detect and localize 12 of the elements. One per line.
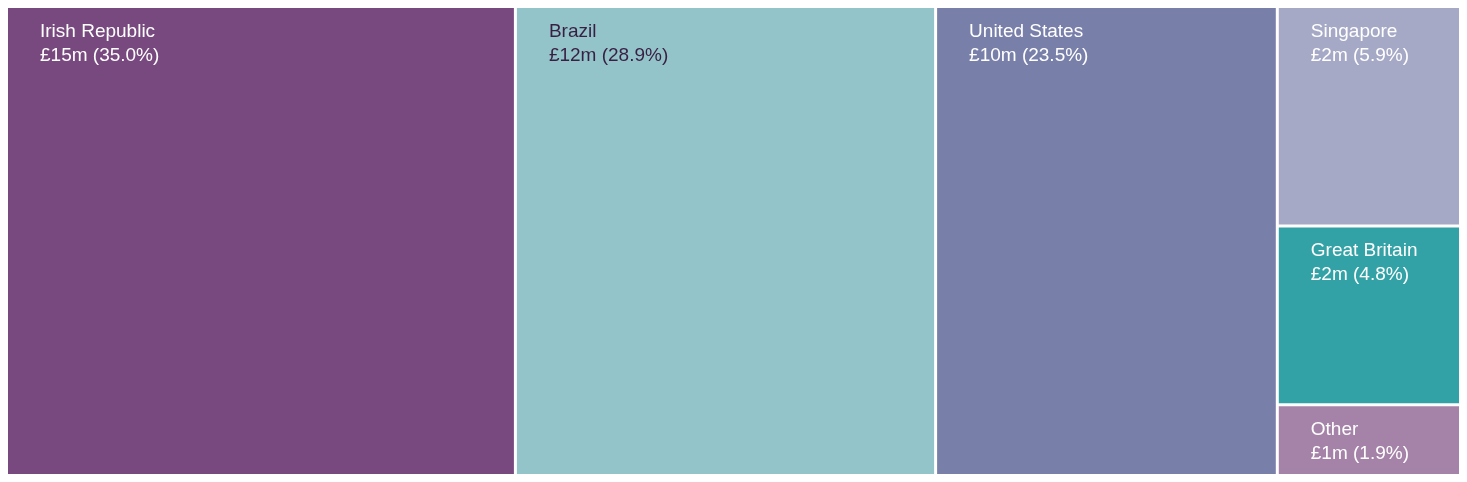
category-label: Brazil xyxy=(548,19,597,41)
category-label: Great Britain xyxy=(1310,239,1418,261)
category-label: Irish Republic xyxy=(40,19,156,41)
category-label: United States xyxy=(969,19,1084,41)
data-label: £1m (1.9%) xyxy=(1310,441,1409,463)
data-label: £15m (35.0%) xyxy=(40,43,160,65)
data-label: £2m (5.9%) xyxy=(1310,43,1409,65)
category-label: Other xyxy=(1310,417,1359,439)
data-label: £2m (4.8%) xyxy=(1310,263,1409,285)
data-label: £12m (28.9%) xyxy=(548,43,669,65)
category-label: Singapore xyxy=(1310,19,1398,41)
data-label: £10m (23.5%) xyxy=(969,43,1089,65)
